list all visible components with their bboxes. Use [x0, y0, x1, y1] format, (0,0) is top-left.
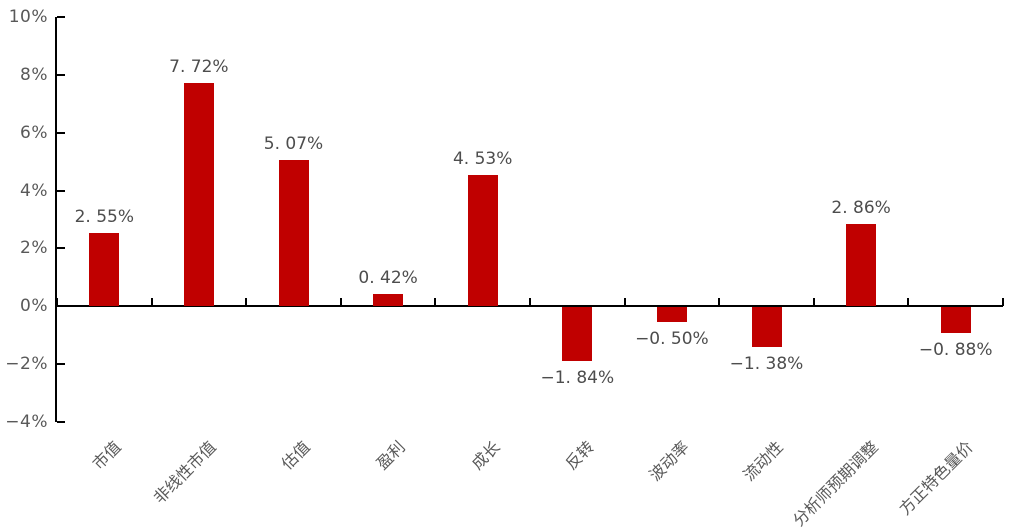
- y-axis-tick-label: 8%: [20, 64, 48, 85]
- x-axis-tick: [529, 298, 531, 307]
- y-axis-tick-label: 10%: [8, 7, 48, 27]
- x-category-label: 流动性: [739, 437, 788, 485]
- bar-value-label: 4. 53%: [452, 149, 513, 170]
- bar-10: [940, 307, 971, 333]
- y-axis-tick: [57, 16, 65, 18]
- x-category-label: 方正特色量价: [895, 437, 977, 519]
- y-axis-tick-label: 2%: [20, 238, 48, 259]
- x-category-label: 非线性市值: [149, 437, 220, 508]
- x-axis-tick: [245, 298, 248, 307]
- bar-5: [467, 175, 498, 307]
- y-axis-tick-label: −4%: [5, 412, 48, 432]
- x-axis-tick: [434, 298, 437, 307]
- bar-6: [562, 307, 593, 361]
- x-category-label: 成长: [467, 437, 504, 474]
- y-axis-tick-label: −2%: [5, 354, 48, 375]
- x-category-label: 反转: [561, 437, 599, 474]
- y-axis-tick: [57, 247, 65, 250]
- y-axis-tick: [57, 131, 65, 134]
- y-axis-tick: [57, 189, 65, 192]
- x-axis-tick: [812, 298, 815, 307]
- bar-7: [656, 307, 687, 322]
- x-axis-tick: [1002, 298, 1004, 307]
- y-axis-tick: [57, 73, 65, 76]
- bar-value-label: 2. 55%: [74, 206, 135, 227]
- bar-9: [846, 223, 877, 307]
- x-category-label: 市值: [88, 437, 126, 474]
- bar-value-label: 5. 07%: [263, 133, 324, 154]
- x-category-label: 波动率: [645, 437, 693, 485]
- bar-3: [278, 159, 309, 307]
- bar-value-label: −0. 88%: [918, 339, 993, 360]
- bar-value-label: −1. 38%: [729, 354, 804, 375]
- x-category-label: 分析师预期调整: [789, 437, 882, 530]
- x-axis-line: [55, 305, 1003, 308]
- y-axis-tick: [57, 363, 65, 366]
- bar-1: [89, 232, 120, 307]
- x-category-label: 估值: [278, 437, 315, 474]
- bar-value-label: 0. 42%: [358, 268, 418, 289]
- x-axis-tick: [623, 298, 626, 307]
- bar-value-label: 7. 72%: [169, 56, 229, 77]
- y-axis-tick: [57, 305, 65, 308]
- x-category-label: 盈利: [372, 437, 409, 474]
- bar-value-label: −1. 84%: [540, 367, 615, 388]
- x-axis-tick: [907, 298, 910, 307]
- x-axis-tick: [339, 298, 342, 307]
- bar-4: [373, 294, 404, 307]
- y-axis-line: [55, 17, 57, 422]
- bar-8: [751, 307, 782, 348]
- y-axis-tick-label: 0%: [20, 296, 48, 317]
- y-axis-tick-label: 6%: [20, 122, 48, 143]
- x-axis-tick: [56, 298, 58, 307]
- y-axis-tick-label: 4%: [20, 180, 48, 201]
- y-axis-tick: [57, 421, 65, 423]
- bar-value-label: −0. 50%: [635, 328, 709, 349]
- x-axis-tick: [150, 298, 153, 307]
- x-axis-tick: [718, 298, 721, 307]
- bar-2: [183, 82, 214, 307]
- bar-value-label: 2. 86%: [831, 197, 891, 218]
